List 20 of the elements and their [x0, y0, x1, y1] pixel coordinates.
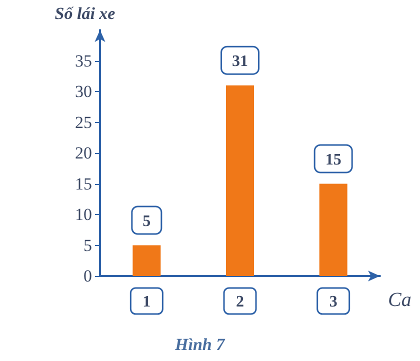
- text: Hình 7: [174, 335, 226, 354]
- y-tick-label: 25: [75, 112, 92, 132]
- x-tick-label: 3: [329, 294, 338, 310]
- bar: [226, 85, 254, 276]
- x-tick-label: 1: [142, 294, 151, 310]
- bar: [132, 245, 161, 276]
- y-tick-label: 15: [75, 174, 92, 194]
- x-tick-label: 2: [236, 294, 244, 310]
- data-label: 31: [232, 52, 248, 70]
- y-tick-label: 0: [84, 266, 92, 286]
- data-label: 15: [325, 151, 342, 168]
- data-label: 5: [142, 212, 151, 230]
- y-tick-label: 5: [84, 236, 92, 255]
- y-tick-label: 20: [75, 144, 92, 162]
- y-tick-label: 35: [75, 51, 92, 70]
- y-tick-label: 10: [75, 205, 92, 224]
- bar: [319, 184, 348, 276]
- x-axis-title: Ca: [388, 289, 412, 311]
- y-axis-title: Số lái xe: [54, 4, 116, 23]
- y-tick-label: 30: [75, 82, 92, 101]
